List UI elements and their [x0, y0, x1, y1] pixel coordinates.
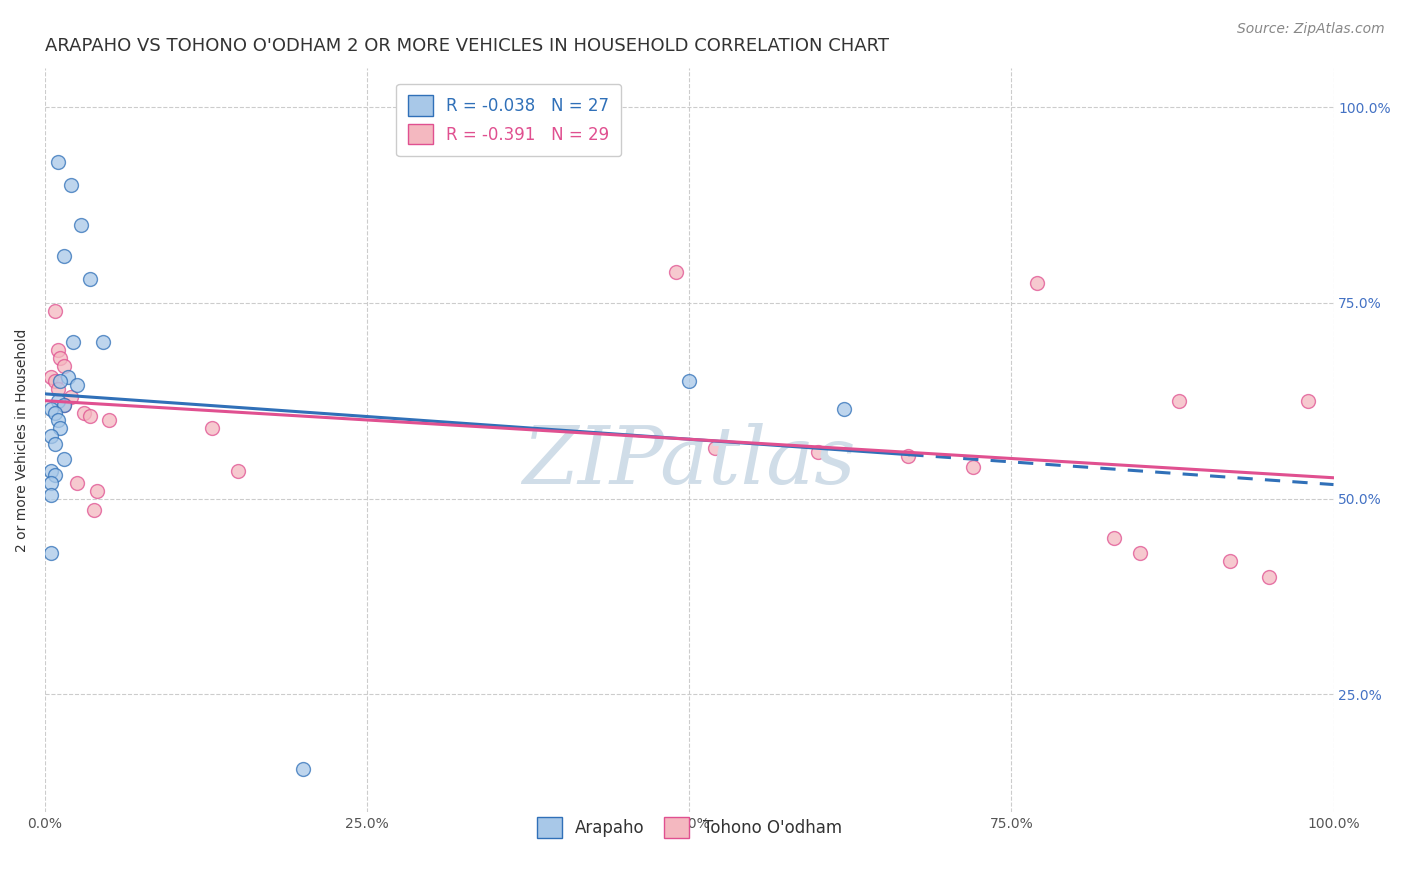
Point: [44, 437, 66, 451]
Point: [291, 762, 314, 776]
Point: [53, 398, 76, 412]
Point: [1167, 393, 1189, 408]
Point: [44, 468, 66, 483]
Text: Source: ZipAtlas.com: Source: ZipAtlas.com: [1237, 22, 1385, 37]
Point: [86, 483, 108, 498]
Point: [44, 374, 66, 388]
Point: [678, 374, 700, 388]
Point: [53, 398, 76, 412]
Point: [53, 249, 76, 263]
Point: [59, 178, 82, 193]
Point: [832, 401, 855, 416]
Point: [1258, 570, 1281, 584]
Point: [41, 464, 63, 478]
Point: [53, 359, 76, 373]
Point: [91, 334, 114, 349]
Point: [201, 421, 224, 435]
Point: [66, 378, 89, 392]
Point: [44, 303, 66, 318]
Point: [665, 264, 688, 278]
Point: [46, 382, 69, 396]
Point: [79, 272, 101, 286]
Point: [46, 393, 69, 408]
Point: [41, 475, 63, 490]
Text: ZIPatlas: ZIPatlas: [523, 424, 856, 501]
Text: ARAPAHO VS TOHONO O'ODHAM 2 OR MORE VEHICLES IN HOUSEHOLD CORRELATION CHART: ARAPAHO VS TOHONO O'ODHAM 2 OR MORE VEHI…: [45, 37, 889, 55]
Point: [79, 409, 101, 424]
Point: [41, 401, 63, 416]
Point: [83, 503, 105, 517]
Point: [897, 449, 920, 463]
Point: [49, 374, 72, 388]
Point: [62, 334, 84, 349]
Point: [44, 405, 66, 419]
Point: [53, 452, 76, 467]
Point: [41, 488, 63, 502]
Point: [66, 475, 89, 490]
Point: [72, 405, 94, 419]
Point: [46, 343, 69, 357]
Point: [56, 370, 79, 384]
Legend: Arapaho, Tohono O'odham: Arapaho, Tohono O'odham: [530, 811, 849, 845]
Point: [704, 441, 727, 455]
Point: [41, 370, 63, 384]
Point: [1296, 393, 1319, 408]
Point: [962, 460, 984, 475]
Point: [46, 155, 69, 169]
Point: [1026, 277, 1049, 291]
Point: [1129, 546, 1152, 560]
Point: [98, 413, 121, 427]
Point: [70, 218, 93, 232]
Point: [41, 546, 63, 560]
Point: [41, 429, 63, 443]
Point: [226, 464, 249, 478]
Point: [46, 413, 69, 427]
Point: [49, 421, 72, 435]
Point: [1219, 554, 1241, 568]
Point: [807, 444, 830, 458]
Point: [49, 351, 72, 365]
Point: [1104, 531, 1126, 545]
Y-axis label: 2 or more Vehicles in Household: 2 or more Vehicles in Household: [15, 328, 30, 551]
Point: [59, 390, 82, 404]
